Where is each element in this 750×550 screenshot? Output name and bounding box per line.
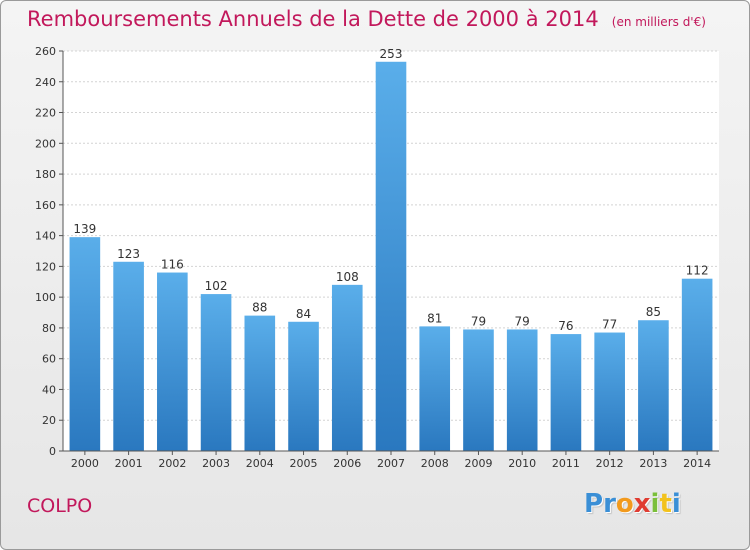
bar-2014 [681, 278, 713, 451]
bar-2009 [463, 329, 494, 451]
y-tick-label: 100 [35, 291, 56, 304]
chart-title-unit: (en milliers d'€) [611, 15, 706, 29]
bar-2003 [200, 294, 232, 451]
bar-2004 [244, 315, 276, 451]
commune-name: COLPO [27, 495, 93, 517]
value-label: 79 [471, 314, 486, 328]
y-tick-label: 0 [49, 445, 56, 458]
x-tick-label: 2012 [596, 457, 624, 470]
value-label: 112 [686, 264, 709, 278]
value-label: 102 [205, 279, 228, 293]
x-tick-label: 2009 [464, 457, 492, 470]
axes: 0 20 40 60 80 100 120 140 160 180 200 220 240 260 2000… [35, 45, 719, 470]
bar-2005 [288, 321, 319, 451]
value-label: 116 [161, 258, 184, 272]
logo-letter: r [603, 489, 616, 519]
x-tick-label: 2005 [290, 457, 318, 470]
bar-2010 [506, 329, 538, 451]
proxiti-logo[interactable]: Proxiti [584, 489, 681, 519]
value-labels: 139 123 116 102 88 84 108 253 81 79 79 76 77 85 112 [73, 47, 708, 333]
x-tick-label: 2000 [71, 457, 99, 470]
y-tick-label: 200 [35, 137, 56, 150]
chart-title: Remboursements Annuels de la Dette de 20… [27, 7, 706, 31]
logo-letter: i [671, 489, 681, 519]
logo-letter: o [615, 489, 634, 519]
y-tick-label: 60 [42, 353, 56, 366]
x-tick-label: 2001 [115, 457, 143, 470]
bar-2008 [419, 326, 451, 451]
logo-letter: i [650, 489, 660, 519]
value-label: 77 [602, 318, 617, 332]
bars [69, 61, 713, 452]
y-tick-label: 180 [35, 168, 56, 181]
x-tick-label: 2007 [377, 457, 405, 470]
bar-2011 [550, 334, 582, 451]
x-tick-label: 2013 [639, 457, 667, 470]
logo-letter: P [584, 489, 604, 519]
value-label: 108 [336, 270, 359, 284]
y-tick-label: 260 [35, 45, 56, 58]
value-label: 139 [73, 222, 96, 236]
y-tick-label: 40 [42, 383, 56, 396]
value-label: 253 [380, 47, 403, 61]
bar-2013 [638, 320, 669, 451]
x-tick-label: 2010 [508, 457, 536, 470]
value-label: 123 [117, 247, 140, 261]
bar-2007 [375, 61, 407, 452]
x-tick-label: 2011 [552, 457, 580, 470]
y-tick-label: 20 [42, 414, 56, 427]
y-tick-label: 80 [42, 322, 56, 335]
value-label: 76 [558, 319, 573, 333]
bar-2006 [331, 284, 363, 451]
x-tick-label: 2002 [158, 457, 186, 470]
y-tick-label: 160 [35, 199, 56, 212]
value-label: 84 [296, 307, 311, 321]
y-tick-label: 120 [35, 260, 56, 273]
y-tick-label: 220 [35, 107, 56, 120]
y-tick-label: 140 [35, 230, 56, 243]
value-label: 81 [427, 311, 442, 325]
logo-letter: x [633, 489, 651, 519]
x-tick-label: 2003 [202, 457, 230, 470]
x-tick-label: 2014 [683, 457, 711, 470]
x-tick-label: 2004 [246, 457, 274, 470]
value-label: 79 [515, 314, 530, 328]
bar-2012 [594, 332, 625, 451]
value-label: 85 [646, 305, 661, 319]
y-tick-label: 240 [35, 76, 56, 89]
x-tick-label: 2008 [421, 457, 449, 470]
logo-letter: t [659, 489, 672, 519]
chart-title-main: Remboursements Annuels de la Dette de 20… [27, 7, 599, 31]
x-tick-label: 2006 [333, 457, 361, 470]
bar-2000 [69, 237, 101, 451]
bar-2002 [157, 272, 188, 451]
bar-2001 [113, 261, 144, 451]
value-label: 88 [252, 301, 267, 315]
